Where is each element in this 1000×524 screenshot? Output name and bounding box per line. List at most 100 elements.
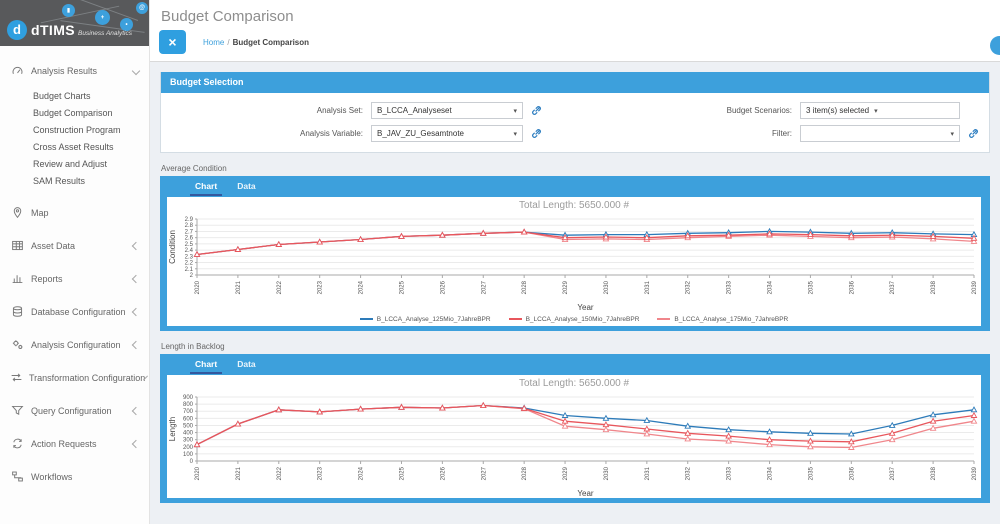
svg-text:2038: 2038	[931, 466, 937, 480]
caret-down-icon: ▾	[513, 107, 517, 115]
svg-text:2024: 2024	[359, 280, 365, 294]
link-icon[interactable]	[531, 128, 542, 139]
pin-node-icon: •	[120, 18, 133, 31]
svg-text:Year: Year	[577, 303, 594, 312]
svg-text:2.8: 2.8	[185, 223, 194, 229]
legend-label: B_LCCA_Analyse_150Mio_7JahreBPR	[525, 315, 640, 323]
svg-text:2.4: 2.4	[185, 248, 194, 254]
floating-action-button[interactable]	[990, 36, 1000, 55]
tab-chart[interactable]: Chart	[185, 176, 227, 197]
svg-text:2021: 2021	[236, 280, 242, 294]
tab-data[interactable]: Data	[237, 359, 256, 369]
svg-text:2034: 2034	[768, 466, 774, 480]
sidebar-item-asset-data[interactable]: Asset Data	[0, 229, 149, 262]
sidebar-item-action-requests[interactable]: Action Requests	[0, 427, 149, 460]
legend-line-swatch	[359, 318, 373, 320]
legend-item[interactable]: B_LCCA_Analyse_125Mio_7JahreBPR	[359, 316, 491, 323]
legend-line-swatch	[657, 318, 671, 320]
tab-chart[interactable]: Chart	[185, 354, 227, 375]
sidebar-item-workflows[interactable]: Workflows	[0, 460, 149, 493]
svg-text:2039: 2039	[972, 280, 978, 294]
link-icon[interactable]	[968, 128, 979, 139]
transform-icon	[10, 371, 23, 384]
breadcrumb-home-link[interactable]: Home	[203, 37, 225, 47]
sidebar-item-cross-asset-results[interactable]: Cross Asset Results	[33, 142, 114, 152]
chart-node-icon: ▮	[62, 4, 75, 17]
svg-text:2029: 2029	[563, 466, 569, 480]
sync-icon	[10, 437, 25, 450]
gears-icon	[10, 338, 25, 351]
svg-text:2028: 2028	[522, 280, 528, 294]
budget-scenarios-multiselect[interactable]: 3 item(s) selected ▾	[800, 102, 960, 119]
svg-text:2026: 2026	[440, 280, 446, 294]
average-condition-panel-label: Average Condition	[161, 164, 227, 173]
svg-text:2.5: 2.5	[185, 242, 194, 248]
sidebar-item-sam-results[interactable]: SAM Results	[33, 176, 86, 186]
close-page-button[interactable]: ×	[159, 30, 186, 54]
svg-text:2.1: 2.1	[185, 267, 194, 273]
sidebar-nav: Analysis Results Budget Charts Budget Co…	[0, 46, 149, 493]
length-in-backlog-panel-label: Length in Backlog	[161, 342, 225, 351]
link-icon[interactable]	[531, 105, 542, 116]
sidebar-item-transformation-configuration[interactable]: Transformation Configuration	[0, 361, 149, 394]
dtims-logo-subtitle: Business Analytics	[78, 29, 132, 37]
average-condition-chart: 22.12.22.32.42.52.62.72.82.9 2020 2021 2022…	[168, 217, 978, 312]
chevron-left-icon	[131, 340, 141, 349]
sidebar-item-reports[interactable]: Reports	[0, 262, 149, 295]
svg-text:2031: 2031	[645, 466, 651, 480]
svg-text:2: 2	[190, 273, 194, 279]
average-condition-tabbar: Chart Data	[167, 176, 981, 197]
chart-title: Total Length: 5650.000 #	[518, 378, 630, 389]
budget-selection-header: Budget Selection	[161, 72, 989, 93]
analysis-variable-select[interactable]: B_JAV_ZU_Gesamtnote ▾	[371, 125, 523, 142]
svg-text:Condition: Condition	[168, 230, 177, 264]
legend-line-swatch	[508, 318, 522, 320]
svg-text:2032: 2032	[686, 280, 692, 294]
sidebar-item-analysis-configuration[interactable]: Analysis Configuration	[0, 328, 149, 361]
analysis-set-select[interactable]: B_LCCA_Analyseset ▾	[371, 102, 523, 119]
svg-text:2020: 2020	[195, 280, 201, 294]
sidebar-item-construction-program[interactable]: Construction Program	[33, 125, 121, 135]
svg-text:Length: Length	[168, 417, 177, 441]
svg-text:900: 900	[183, 395, 194, 401]
chevron-down-icon	[131, 66, 141, 75]
svg-text:2023: 2023	[318, 466, 324, 480]
sidebar-item-budget-charts[interactable]: Budget Charts	[33, 91, 91, 101]
length-in-backlog-tabbar: Chart Data	[167, 354, 981, 375]
chevron-left-icon	[131, 241, 141, 250]
sidebar-item-budget-comparison[interactable]: Budget Comparison	[33, 108, 113, 118]
filter-select[interactable]: ▾	[800, 125, 960, 142]
app-logo: ▮ + • @ d dTIMS Business Analytics	[0, 0, 149, 46]
svg-text:2027: 2027	[481, 466, 487, 480]
svg-text:2034: 2034	[768, 280, 774, 294]
chart-title: Total Length: 5650.000 #	[518, 200, 630, 211]
chevron-left-icon	[131, 274, 141, 283]
caret-down-icon: ▾	[513, 130, 517, 138]
sidebar-item-query-configuration[interactable]: Query Configuration	[0, 394, 149, 427]
tab-data[interactable]: Data	[237, 181, 256, 191]
content-area: Budget Selection Analysis Set: B_LCCA_An…	[150, 62, 1000, 524]
analysis-variable-label: Analysis Variable:	[300, 129, 363, 138]
sidebar-item-map[interactable]: Map	[0, 196, 149, 229]
svg-text:2023: 2023	[318, 280, 324, 294]
gauge-icon	[10, 64, 25, 77]
map-pin-icon	[10, 206, 25, 219]
svg-text:2033: 2033	[727, 280, 733, 294]
budget-selection-panel: Budget Selection Analysis Set: B_LCCA_An…	[160, 72, 990, 153]
budget-scenarios-label: Budget Scenarios:	[726, 106, 792, 115]
svg-text:2026: 2026	[440, 466, 446, 480]
svg-text:2030: 2030	[604, 466, 610, 480]
sidebar-item-analysis-results[interactable]: Analysis Results	[0, 54, 149, 87]
svg-text:700: 700	[183, 409, 194, 415]
sidebar-item-review-and-adjust[interactable]: Review and Adjust	[33, 159, 108, 169]
svg-text:2035: 2035	[808, 466, 814, 480]
analysis-set-label: Analysis Set:	[316, 106, 363, 115]
sidebar-item-database-configuration[interactable]: Database Configuration	[0, 295, 149, 328]
chevron-left-icon	[131, 307, 141, 316]
svg-text:2036: 2036	[849, 280, 855, 294]
workflow-icon	[10, 470, 25, 483]
caret-down-icon: ▾	[874, 107, 878, 115]
legend-item[interactable]: B_LCCA_Analyse_175Mio_7JahreBPR	[657, 316, 788, 323]
legend-item[interactable]: B_LCCA_Analyse_150Mio_7JahreBPR	[508, 315, 640, 323]
